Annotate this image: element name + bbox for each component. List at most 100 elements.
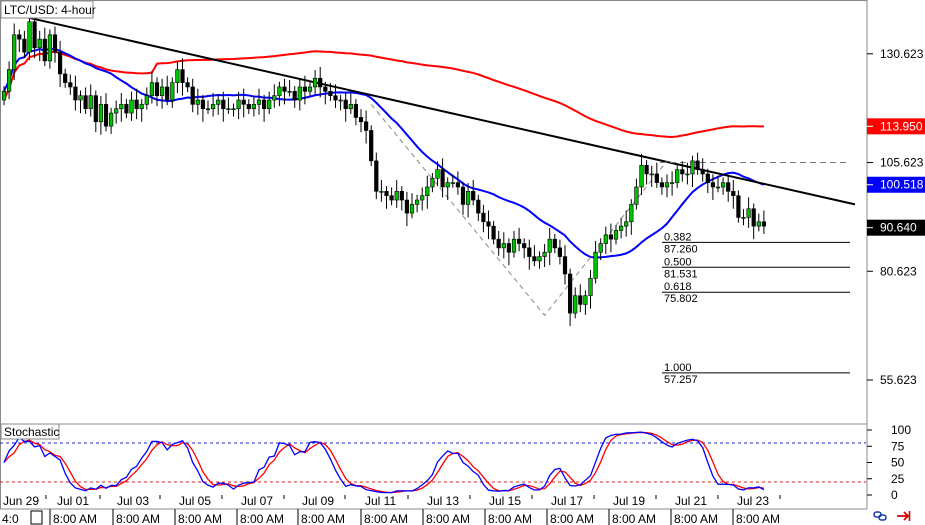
candle-body (522, 243, 527, 249)
candle-body (430, 177, 435, 188)
candle-body (1, 91, 7, 101)
candle-body (583, 295, 588, 305)
candle-body (103, 104, 109, 127)
candle-body (307, 86, 313, 92)
candle-body (634, 186, 639, 205)
time-label: 8:00 AM (550, 512, 594, 525)
stochastic-label: Stochastic (4, 425, 59, 439)
candle-body (369, 130, 374, 162)
candle-body (241, 99, 246, 105)
candle-body (567, 273, 573, 314)
candle-body (736, 195, 741, 218)
fibonacci-price-label: 57.257 (664, 374, 698, 386)
price-tick-label: 130.623 (880, 47, 924, 61)
candle-body (695, 160, 700, 170)
candle-body (32, 21, 37, 49)
candle-body (690, 160, 695, 175)
candle-body (588, 278, 593, 297)
candle-body (246, 104, 251, 110)
candle-body (460, 186, 466, 205)
candle-body (190, 86, 195, 105)
fibonacci-swing-line (370, 104, 668, 317)
candle-body (78, 95, 83, 101)
candle-body (68, 82, 73, 88)
candle-body (649, 173, 654, 176)
candle-body (139, 104, 144, 110)
candle-body (211, 104, 216, 110)
candle-body (124, 104, 129, 114)
link-icon[interactable] (873, 511, 887, 521)
date-label: Jul 19 (613, 494, 645, 508)
candle-body (73, 86, 78, 101)
candle-body (52, 34, 58, 53)
candle-body (654, 173, 659, 183)
fibonacci-ratio-label: 0.382 (664, 231, 692, 243)
candle-body (573, 295, 578, 314)
candle-body (435, 169, 440, 179)
candle-body (552, 238, 557, 249)
candle-body (216, 99, 221, 105)
candle-body (741, 217, 746, 219)
candle-body (200, 99, 206, 110)
date-label: Jul 03 (117, 494, 149, 508)
candle-body (282, 86, 287, 92)
time-label: 8:00 AM (178, 512, 222, 525)
candle-body (93, 95, 98, 123)
price-tag-label: 90.640 (880, 221, 917, 235)
candle-body (17, 34, 22, 40)
stochastic-k-line (3, 431, 765, 494)
candle-body (669, 182, 675, 184)
candle-body (664, 182, 670, 188)
candle-body (562, 256, 568, 275)
candle-body (226, 108, 231, 111)
time-label: 8:00 AM (301, 512, 345, 525)
fibonacci-price-label: 81.531 (664, 268, 698, 280)
candle-body (455, 182, 461, 188)
fibonacci-ratio-label: 0.618 (664, 281, 692, 293)
candle-body (532, 256, 537, 262)
stochastic-label-box (0, 423, 60, 440)
candle-body (537, 256, 542, 262)
candle-body (420, 195, 425, 201)
date-label: Jul 17 (551, 494, 583, 508)
fibonacci-price-label: 75.802 (664, 293, 698, 305)
candle-body (720, 182, 726, 188)
candle-body (501, 243, 506, 249)
date-label: Jul 01 (57, 494, 89, 508)
candle-body (251, 104, 257, 110)
date-label: Jul 15 (489, 494, 521, 508)
fibonacci-ratio-label: 0.500 (664, 256, 692, 268)
candle-body (465, 191, 471, 205)
candle-body (119, 104, 124, 110)
candle-body (358, 117, 364, 123)
time-label: 8:00 AM (612, 512, 656, 525)
candle-body (267, 99, 272, 110)
candle-body (318, 77, 323, 88)
candle-body (404, 199, 410, 214)
candle-body (88, 95, 93, 110)
candle-body (389, 195, 394, 201)
candle-body (486, 221, 491, 227)
candle-body (547, 238, 552, 253)
candle-body (675, 169, 680, 183)
candle-body (613, 230, 619, 240)
stochastic-tick-label: 100 (891, 423, 911, 437)
trendline (7, 12, 856, 206)
date-label: Jul 13 (427, 494, 459, 508)
chart-title: LTC/USD: 4-hour (4, 3, 96, 17)
candle-body (231, 108, 236, 111)
candle-body (491, 225, 496, 240)
candle-body (598, 243, 603, 253)
candle-body (715, 186, 721, 189)
candle-body (287, 91, 292, 93)
candle-body (659, 182, 664, 188)
candle-body (506, 243, 512, 253)
candle-body (42, 38, 47, 62)
candle-body (63, 73, 68, 83)
candle-body (476, 199, 481, 214)
candle-body (700, 169, 705, 175)
time-label: 8:00 AM (674, 512, 718, 525)
candle-body (399, 191, 404, 201)
arrow-right-icon[interactable] (897, 511, 911, 521)
